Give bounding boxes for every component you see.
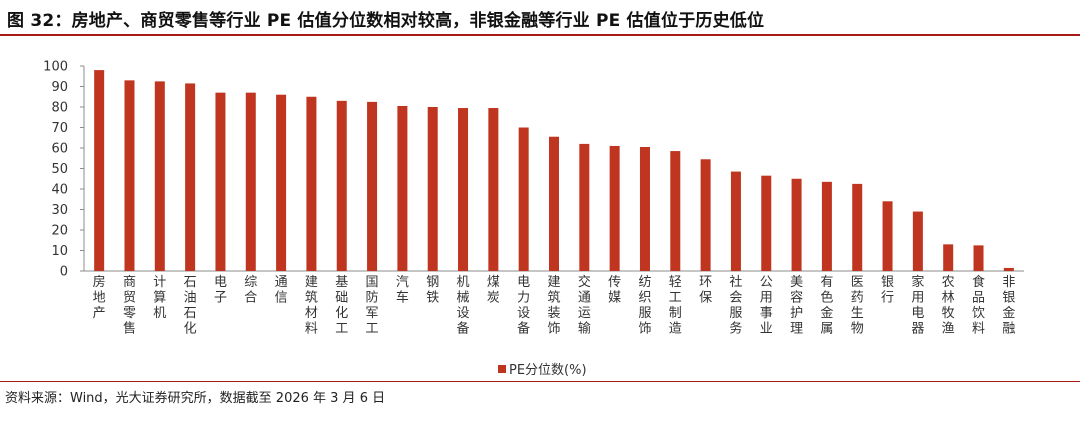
bar-机械设备 (458, 108, 469, 272)
bar-交通运输 (579, 143, 590, 271)
source-note: 资料来源：Wind，光大证券研究所，数据截至 2026 年 3 月 6 日 (5, 391, 386, 406)
x-tick-label: 综合 (244, 275, 257, 306)
x-tick-label: 食品饮料 (972, 274, 985, 337)
x-tick-label: 建筑材料 (305, 275, 318, 337)
bar-建筑材料 (306, 96, 317, 271)
figure-title: 图 32：房地产、商贸零售等行业 PE 估值分位数相对较高，非银金融等行业 PE… (7, 11, 765, 31)
y-tick-label: 30 (51, 203, 68, 218)
bar-社会服务 (730, 171, 741, 271)
x-tick-label: 钢铁 (426, 275, 439, 306)
x-tick-label: 国防军工 (366, 275, 379, 337)
x-tick-label: 有色金属 (820, 275, 833, 337)
x-tick-label: 电子 (214, 275, 227, 306)
x-tick-label: 农林牧渔 (942, 275, 955, 337)
y-tick-label: 90 (51, 80, 68, 95)
x-tick-label: 机械设备 (457, 275, 470, 337)
y-tick-label: 50 (51, 162, 68, 177)
legend-label: PE分位数(%) (509, 363, 587, 378)
bar-国防军工 (367, 101, 378, 271)
y-tick-label: 20 (51, 224, 68, 239)
x-tick-label: 医药生物 (851, 275, 864, 337)
x-tick-label: 社会服务 (729, 274, 742, 337)
x-tick-label: 轻工制造 (669, 275, 682, 337)
x-tick-label: 商贸零售 (123, 275, 136, 337)
bar-银行 (882, 201, 893, 271)
x-tick-label: 纺织服饰 (638, 275, 651, 337)
bar-美容护理 (791, 178, 802, 271)
x-tick-label: 传媒 (608, 275, 621, 306)
y-tick-label: 70 (51, 121, 68, 136)
x-tick-label: 石油石化 (184, 275, 197, 337)
bar-煤炭 (488, 108, 499, 272)
bar-环保 (700, 159, 711, 271)
bar-非银金融 (1003, 267, 1014, 271)
y-tick-label: 0 (60, 265, 68, 280)
x-tick-label: 公用事业 (760, 275, 773, 337)
x-tick-label: 汽车 (396, 275, 409, 306)
y-tick-label: 40 (51, 183, 68, 198)
y-axis: 0 10 20 30 40 50 60 70 80 90 100 (43, 60, 85, 280)
x-tick-label: 家用电器 (911, 274, 924, 337)
legend: PE分位数(%) (498, 363, 587, 378)
bar-电子 (215, 92, 226, 272)
x-tick-label: 银行 (881, 275, 894, 306)
bar-通信 (276, 94, 287, 271)
y-tick-label: 10 (51, 244, 68, 259)
x-tick-label: 煤炭 (487, 275, 500, 306)
x-tick-label: 通信 (275, 275, 288, 306)
x-tick-label: 计算机 (153, 275, 166, 321)
bar-家用电器 (912, 211, 923, 271)
x-tick-label: 建筑装饰 (547, 275, 560, 337)
bar-基础化工 (336, 100, 347, 271)
bar-公用事业 (761, 175, 772, 271)
title-divider (0, 34, 1080, 36)
x-tick-label: 交通运输 (578, 274, 591, 337)
bar-传媒 (609, 145, 620, 271)
x-tick-label: 美容护理 (790, 275, 803, 337)
bar-房地产 (94, 70, 105, 271)
bar-钢铁 (427, 107, 438, 271)
x-tick-label: 基础化工 (335, 275, 348, 337)
bar-医药生物 (852, 183, 863, 271)
x-tick-label: 房地产 (93, 274, 106, 321)
y-tick-label: 100 (43, 60, 68, 75)
bar-轻工制造 (670, 151, 681, 271)
bar-食品饮料 (973, 245, 984, 271)
bar-纺织服饰 (639, 146, 650, 271)
bar-电力设备 (518, 127, 529, 271)
bar-chart: 0 10 20 30 40 50 60 70 80 90 100 房地产 商贸零售 计算机 石油石化 电子综… (43, 60, 1024, 378)
bar-石油石化 (185, 83, 196, 271)
x-tick-label: 环保 (699, 275, 712, 306)
source-divider (0, 381, 1080, 382)
y-tick-label: 60 (51, 142, 68, 157)
bar-综合 (245, 92, 256, 272)
bar-农林牧渔 (943, 244, 954, 271)
bar-计算机 (154, 81, 165, 271)
legend-swatch (498, 365, 506, 373)
bar-商贸零售 (124, 80, 135, 271)
bar-series (94, 70, 1014, 272)
bar-汽车 (397, 105, 408, 271)
x-tick-label: 电力设备 (517, 275, 530, 337)
bar-建筑装饰 (549, 136, 559, 271)
x-tick-label: 非银金融 (1002, 275, 1015, 337)
bar-有色金属 (821, 181, 832, 271)
y-tick-label: 80 (51, 101, 68, 116)
